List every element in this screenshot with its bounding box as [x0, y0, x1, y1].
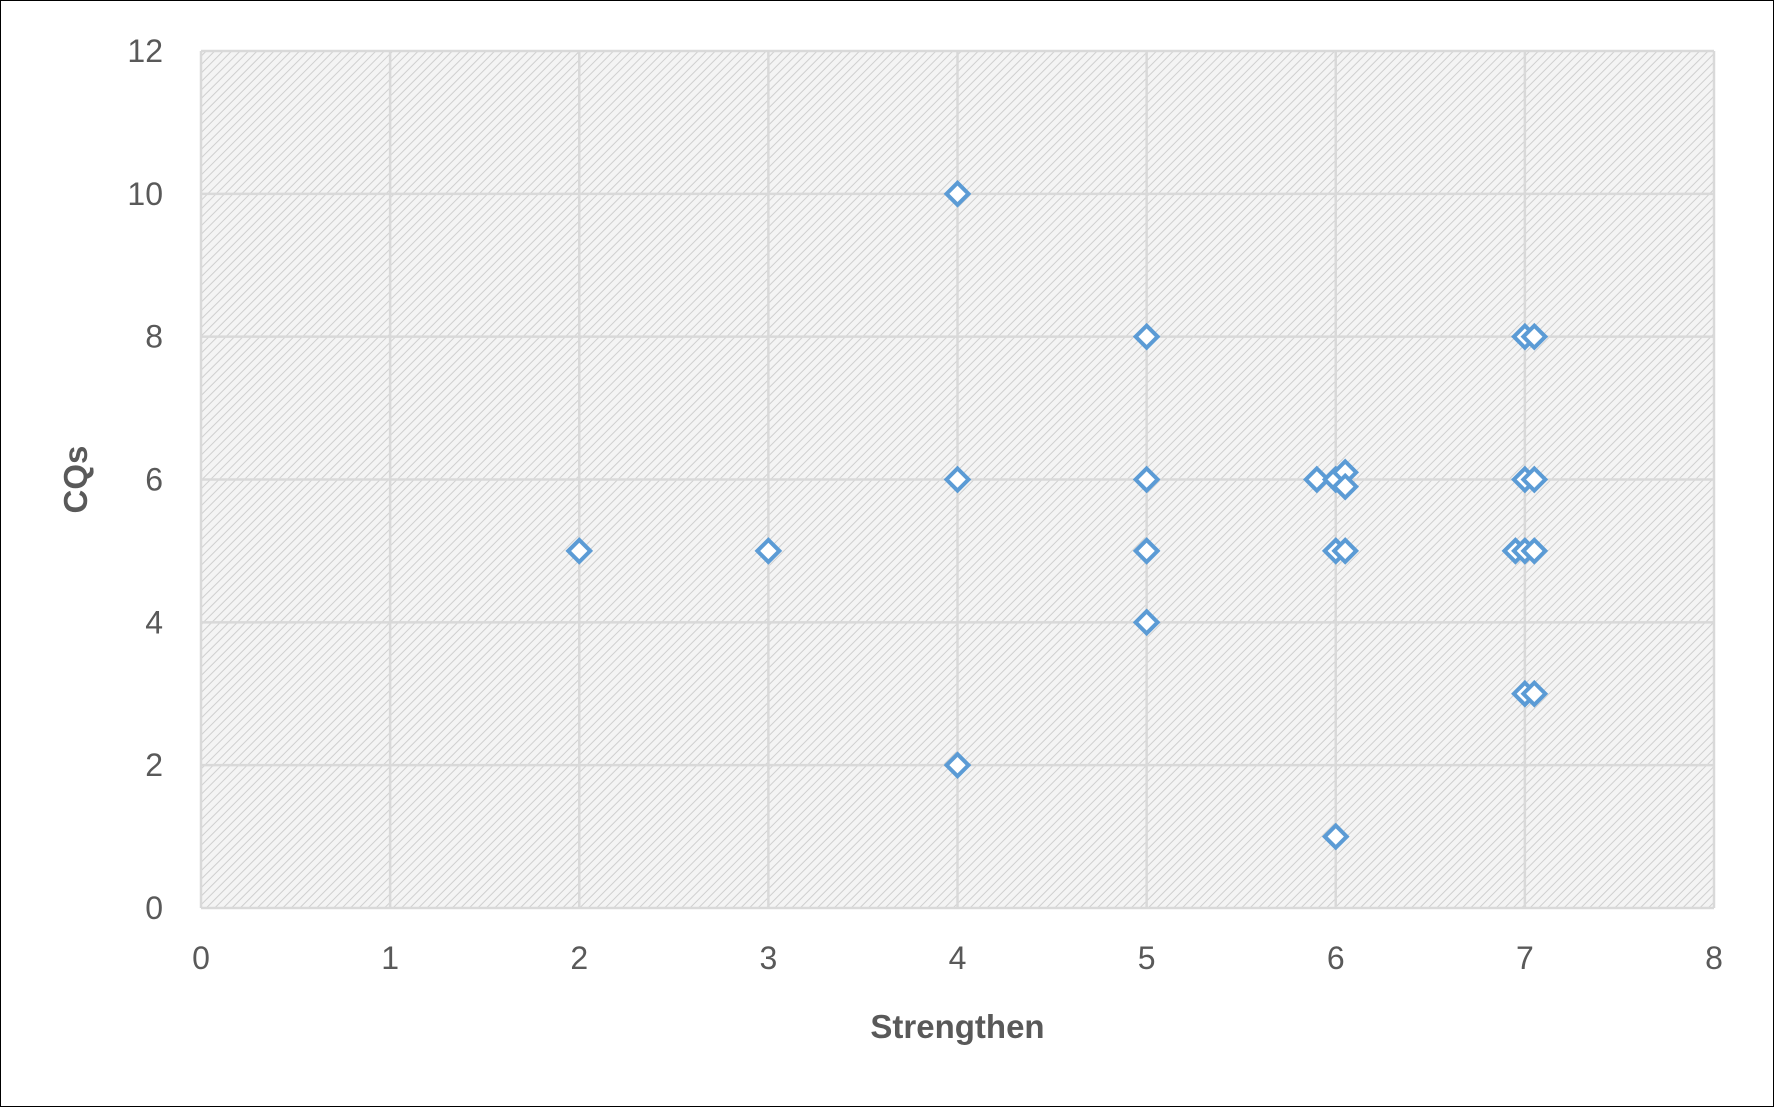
data-point: [1331, 537, 1360, 565]
data-point: [754, 537, 783, 565]
y-tick-label: 4: [145, 604, 163, 640]
x-tick-label: 8: [1705, 940, 1723, 976]
data-point: [943, 751, 972, 779]
y-tick-label: 2: [145, 747, 163, 783]
x-tick-label: 3: [759, 940, 777, 976]
x-tick-label: 4: [949, 940, 967, 976]
data-point: [1132, 537, 1161, 565]
data-point: [943, 180, 972, 208]
x-axis-title: Strengthen: [870, 1008, 1044, 1045]
y-tick-label: 0: [145, 890, 163, 926]
data-point: [943, 465, 972, 494]
y-tick-label: 6: [145, 462, 163, 498]
data-point: [1132, 465, 1161, 494]
y-tick-label: 12: [127, 33, 163, 69]
data-point: [1132, 322, 1161, 351]
data-point: [1331, 472, 1360, 501]
data-point: [1321, 822, 1350, 851]
data-point: [1520, 679, 1549, 708]
data-point: [1520, 465, 1549, 494]
x-tick-label: 1: [381, 940, 399, 976]
data-point: [1520, 537, 1549, 565]
x-tick-label: 7: [1516, 940, 1534, 976]
data-point: [1520, 322, 1549, 351]
x-tick-label: 6: [1327, 940, 1345, 976]
x-tick-label: 5: [1138, 940, 1156, 976]
data-point: [1132, 608, 1161, 637]
x-axis-tick-labels: 0 1 2 3 4 5 6 7 8: [192, 940, 1723, 976]
data-points: [565, 180, 1549, 851]
y-tick-label: 8: [145, 319, 163, 355]
y-axis-tick-labels: 0 2 4 6 8 10 12: [127, 33, 163, 926]
data-point: [565, 537, 594, 565]
x-tick-label: 2: [570, 940, 588, 976]
data-point: [1303, 465, 1331, 494]
y-tick-label: 10: [127, 176, 163, 212]
x-tick-label: 0: [192, 940, 210, 976]
y-axis-title: CQs: [57, 446, 94, 514]
